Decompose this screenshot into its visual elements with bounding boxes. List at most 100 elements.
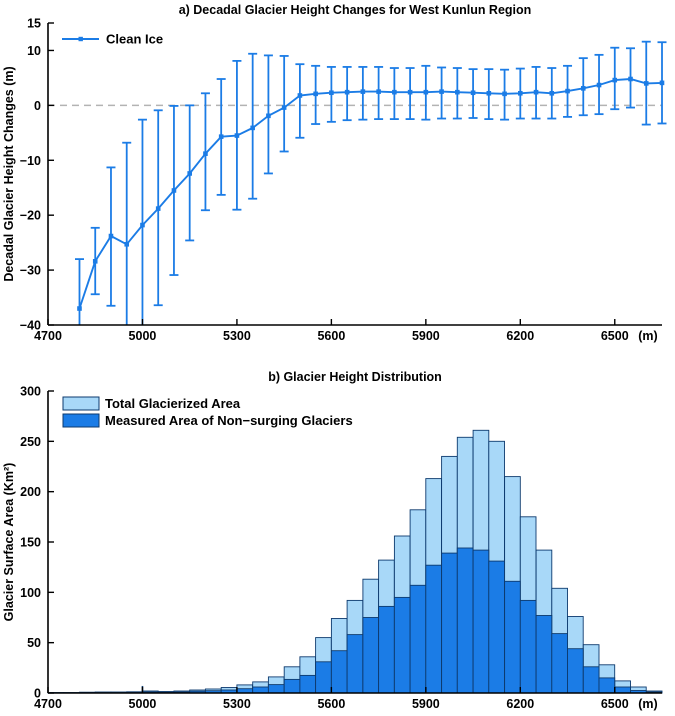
y-tick-label: −20 xyxy=(20,209,41,223)
data-marker xyxy=(580,86,586,91)
data-marker xyxy=(124,241,130,247)
data-marker xyxy=(92,259,98,264)
data-marker xyxy=(155,206,161,211)
measured-bar xyxy=(582,666,600,694)
measured-bar xyxy=(346,634,364,694)
chart-b-height-distribution: b) Glacier Height Distribution Glacier Su… xyxy=(2,370,663,711)
x-axis-unit-label: (m) xyxy=(638,697,657,711)
data-marker xyxy=(628,76,633,82)
data-marker xyxy=(565,88,570,94)
x-tick-label: 5600 xyxy=(317,697,345,711)
axes xyxy=(47,23,662,326)
y-tick-label: −30 xyxy=(20,264,41,278)
x-tick-label: 4700 xyxy=(34,329,62,343)
measured-bar xyxy=(535,615,553,694)
clean-ice-markers xyxy=(77,76,665,311)
y-tick-label: −10 xyxy=(20,154,41,168)
legend-swatch-measured xyxy=(62,413,100,428)
measured-bar xyxy=(252,686,269,694)
measured-bar xyxy=(441,552,458,694)
measured-bar xyxy=(519,599,537,694)
data-marker xyxy=(470,90,476,96)
legend-label-clean-ice: Clean Ice xyxy=(106,32,163,47)
x-tick-label: 5900 xyxy=(412,697,440,711)
y-tick-label: 0 xyxy=(34,99,41,113)
y-tick-label: −40 xyxy=(20,319,41,333)
data-marker xyxy=(313,91,318,97)
x-tick-label: 6200 xyxy=(506,697,534,711)
data-marker xyxy=(250,125,255,131)
data-marker xyxy=(612,77,618,83)
chart-b-y-axis-label: Glacier Surface Area (Km²) xyxy=(2,463,16,622)
data-marker xyxy=(344,89,350,95)
y-tick-label: 15 xyxy=(27,17,41,31)
measured-bar xyxy=(330,650,348,694)
data-marker xyxy=(281,105,287,110)
data-marker xyxy=(234,133,240,138)
data-marker xyxy=(329,90,334,96)
chart-b-legend: Total Glacierized Area Measured Area of N… xyxy=(62,396,353,428)
data-marker xyxy=(407,89,413,95)
data-marker xyxy=(266,113,271,119)
y-tick-labels: 0 50 100 150 200 250 300 xyxy=(20,385,41,701)
measured-bar xyxy=(299,674,317,694)
data-marker xyxy=(297,93,303,98)
data-marker xyxy=(533,89,539,95)
x-axis-unit-label: (m) xyxy=(638,329,657,343)
y-tick-label: 200 xyxy=(20,485,41,499)
measured-bar xyxy=(614,686,631,694)
measured-bar xyxy=(378,605,395,694)
x-tick-labels: 4700 5000 5300 5600 5900 6200 6500 (m) xyxy=(34,329,658,343)
measured-bar xyxy=(425,564,442,694)
x-tick-label: 5000 xyxy=(129,329,157,343)
measured-bar xyxy=(362,617,380,694)
data-marker xyxy=(392,89,397,95)
chart-a-height-changes: a) Decadal Glacier Height Changes for We… xyxy=(2,3,667,343)
data-marker xyxy=(218,134,224,139)
measured-bar xyxy=(393,596,411,694)
legend-label-measured: Measured Area of Non−surging Glaciers xyxy=(105,413,353,428)
x-tick-labels: 4700 5000 5300 5600 5900 6200 6500 (m) xyxy=(34,697,658,711)
chart-a-legend: Clean Ice xyxy=(62,32,163,47)
data-marker xyxy=(439,89,444,94)
y-tick-labels: 15 10 0 −10 −20 −30 −40 xyxy=(20,17,41,333)
x-tick-label: 5600 xyxy=(317,329,345,343)
measured-bar xyxy=(598,677,616,694)
data-marker xyxy=(596,82,602,88)
data-marker xyxy=(187,171,192,176)
measured-bar xyxy=(456,547,474,694)
data-marker xyxy=(502,91,507,97)
measured-bar xyxy=(315,661,332,694)
chart-a-y-axis-label: Decadal Glacier Height Changes (m) xyxy=(2,66,16,281)
data-marker xyxy=(203,151,208,156)
legend-marker-sample xyxy=(78,36,83,42)
data-marker xyxy=(549,90,555,96)
measured-bar xyxy=(267,684,285,694)
y-tick-label: 300 xyxy=(20,385,41,399)
chart-a-title: a) Decadal Glacier Height Changes for We… xyxy=(179,3,532,17)
data-marker xyxy=(140,222,145,228)
tick-marks xyxy=(47,390,616,694)
error-bars xyxy=(74,40,667,325)
tick-marks xyxy=(47,22,616,326)
x-tick-label: 6200 xyxy=(506,329,534,343)
data-marker xyxy=(486,90,492,96)
x-tick-label: 5300 xyxy=(223,329,251,343)
measured-bar xyxy=(488,560,505,694)
y-tick-label: 250 xyxy=(20,435,41,449)
legend-label-total: Total Glacierized Area xyxy=(105,396,241,411)
data-marker xyxy=(423,89,429,95)
x-tick-label: 5000 xyxy=(129,697,157,711)
data-marker xyxy=(108,233,114,239)
x-tick-label: 5300 xyxy=(223,697,251,711)
x-tick-label: 6500 xyxy=(601,697,629,711)
data-marker xyxy=(360,89,366,94)
chart-b-title: b) Glacier Height Distribution xyxy=(268,370,442,384)
x-tick-label: 6500 xyxy=(601,329,629,343)
data-marker xyxy=(171,188,177,193)
measured-bar xyxy=(504,580,521,694)
x-tick-label: 4700 xyxy=(34,697,62,711)
data-marker xyxy=(659,80,665,86)
measured-bar xyxy=(551,633,568,694)
